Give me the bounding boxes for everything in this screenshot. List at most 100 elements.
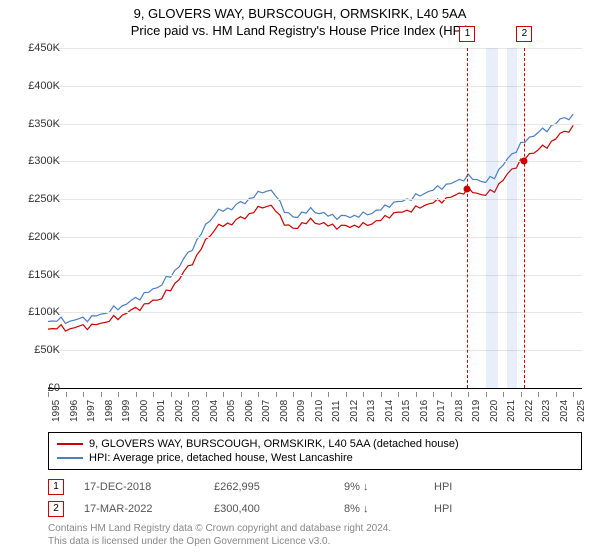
gridline xyxy=(48,275,582,276)
x-tick-label: 2014 xyxy=(384,400,395,422)
x-tick xyxy=(486,392,487,397)
x-tick-label: 2000 xyxy=(139,400,150,422)
chart-subtitle: Price paid vs. HM Land Registry's House … xyxy=(0,21,600,44)
x-tick-label: 2006 xyxy=(244,400,255,422)
x-tick-label: 2022 xyxy=(524,400,535,422)
x-tick-label: 2011 xyxy=(331,400,342,422)
x-tick-label: 2001 xyxy=(156,400,167,422)
y-tick-label: £300K xyxy=(10,155,60,167)
transaction-badge: 2 xyxy=(48,501,64,517)
x-tick xyxy=(451,392,452,397)
x-tick xyxy=(136,392,137,397)
x-tick xyxy=(118,392,119,397)
y-tick-label: £150K xyxy=(10,269,60,281)
legend-label: 9, GLOVERS WAY, BURSCOUGH, ORMSKIRK, L40… xyxy=(89,438,459,450)
legend-label: HPI: Average price, detached house, West… xyxy=(89,452,353,464)
x-tick-label: 2015 xyxy=(401,400,412,422)
highlight-band xyxy=(486,48,498,388)
legend-swatch xyxy=(57,443,83,445)
x-tick xyxy=(556,392,557,397)
x-tick-label: 2003 xyxy=(191,400,202,422)
x-tick-label: 2007 xyxy=(261,400,272,422)
x-tick xyxy=(433,392,434,397)
x-tick-label: 2016 xyxy=(419,400,430,422)
transaction-vs: HPI xyxy=(434,481,504,493)
gridline xyxy=(48,312,582,313)
y-tick-label: £350K xyxy=(10,118,60,130)
transaction-date: 17-DEC-2018 xyxy=(84,481,194,493)
y-tick-label: £450K xyxy=(10,42,60,54)
chart-title: 9, GLOVERS WAY, BURSCOUGH, ORMSKIRK, L40… xyxy=(0,0,600,21)
x-tick xyxy=(171,392,172,397)
x-tick xyxy=(188,392,189,397)
x-tick xyxy=(258,392,259,397)
gridline xyxy=(48,199,582,200)
x-tick xyxy=(416,392,417,397)
x-tick xyxy=(101,392,102,397)
y-tick-label: £100K xyxy=(10,306,60,318)
y-tick-label: £250K xyxy=(10,193,60,205)
x-tick-label: 2019 xyxy=(471,400,482,422)
gridline xyxy=(48,48,582,49)
y-tick-label: £200K xyxy=(10,231,60,243)
transaction-row: 117-DEC-2018£262,9959% ↓HPI xyxy=(48,476,582,498)
gridline xyxy=(48,86,582,87)
x-tick xyxy=(328,392,329,397)
transaction-vs: HPI xyxy=(434,503,504,515)
y-tick-label: £400K xyxy=(10,80,60,92)
x-tick xyxy=(83,392,84,397)
transaction-price: £300,400 xyxy=(214,503,324,515)
marker-vline xyxy=(467,48,468,388)
x-tick xyxy=(223,392,224,397)
x-tick-label: 2002 xyxy=(174,400,185,422)
marker-badge-on-plot: 1 xyxy=(459,26,475,42)
x-tick-label: 1996 xyxy=(69,400,80,422)
transaction-pct: 8% ↓ xyxy=(344,503,414,515)
x-tick-label: 2005 xyxy=(226,400,237,422)
legend-swatch xyxy=(57,457,83,459)
x-axis-labels: 1995199619971998199920002001200220032004… xyxy=(48,392,582,422)
x-tick-label: 2012 xyxy=(349,400,360,422)
x-tick-label: 2018 xyxy=(454,400,465,422)
footer-line1: Contains HM Land Registry data © Crown c… xyxy=(48,522,391,535)
x-tick xyxy=(381,392,382,397)
footer-line2: This data is licensed under the Open Gov… xyxy=(48,535,391,548)
marker-badge-on-plot: 2 xyxy=(516,26,532,42)
plot-area: 12 xyxy=(48,48,582,389)
x-tick xyxy=(363,392,364,397)
marker-dot xyxy=(464,186,471,193)
marker-dot xyxy=(521,158,528,165)
x-tick xyxy=(241,392,242,397)
gridline xyxy=(48,124,582,125)
legend-box: 9, GLOVERS WAY, BURSCOUGH, ORMSKIRK, L40… xyxy=(48,432,582,470)
transaction-pct: 9% ↓ xyxy=(344,481,414,493)
y-tick-label: £0 xyxy=(10,382,60,394)
x-tick xyxy=(398,392,399,397)
x-tick xyxy=(66,392,67,397)
x-tick-label: 2009 xyxy=(296,400,307,422)
x-tick-label: 2013 xyxy=(366,400,377,422)
x-tick xyxy=(276,392,277,397)
x-tick xyxy=(293,392,294,397)
x-tick-label: 1995 xyxy=(51,400,62,422)
x-tick xyxy=(346,392,347,397)
y-tick-label: £50K xyxy=(10,344,60,356)
x-tick xyxy=(206,392,207,397)
footer-attribution: Contains HM Land Registry data © Crown c… xyxy=(48,522,391,548)
x-tick-label: 2025 xyxy=(576,400,587,422)
transactions-table: 117-DEC-2018£262,9959% ↓HPI217-MAR-2022£… xyxy=(48,476,582,520)
x-tick-label: 2008 xyxy=(279,400,290,422)
x-tick-label: 2020 xyxy=(489,400,500,422)
gridline xyxy=(48,161,582,162)
x-tick-label: 2010 xyxy=(314,400,325,422)
x-tick-label: 1997 xyxy=(86,400,97,422)
transaction-row: 2 17-MAR-2022 £300,400 8% ↓ HPI xyxy=(48,498,582,520)
transaction-price: £262,995 xyxy=(214,481,324,493)
transaction-date: 17-MAR-2022 xyxy=(84,503,194,515)
gridline xyxy=(48,237,582,238)
gridline xyxy=(48,350,582,351)
legend-row: 9, GLOVERS WAY, BURSCOUGH, ORMSKIRK, L40… xyxy=(57,437,573,451)
x-tick-label: 1998 xyxy=(104,400,115,422)
x-tick-label: 1999 xyxy=(121,400,132,422)
x-tick xyxy=(311,392,312,397)
